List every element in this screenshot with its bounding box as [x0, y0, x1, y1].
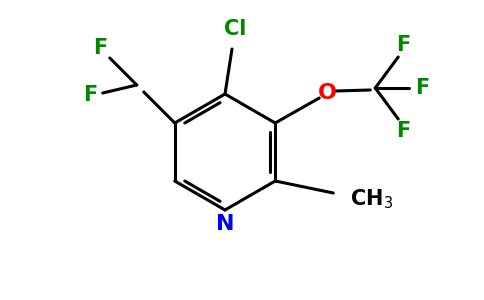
Text: CH$_3$: CH$_3$ — [350, 187, 393, 211]
Text: F: F — [83, 85, 97, 105]
Text: Cl: Cl — [224, 19, 246, 39]
Text: O: O — [318, 83, 337, 103]
Text: F: F — [396, 121, 410, 141]
Text: F: F — [396, 35, 410, 55]
Text: F: F — [92, 38, 107, 58]
Text: F: F — [415, 78, 429, 98]
Text: N: N — [216, 214, 234, 234]
